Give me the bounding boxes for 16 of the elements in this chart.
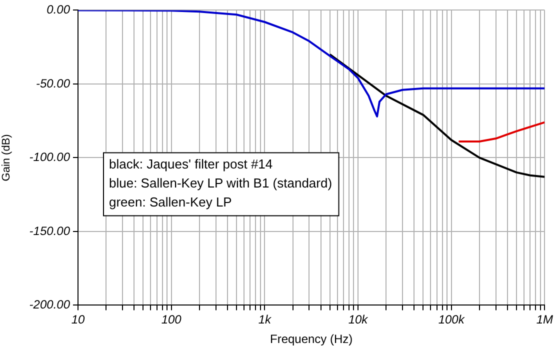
x-tick-label: 1M (536, 312, 554, 327)
annotation: blue: Sallen-Key LP with B1 (standard) (109, 175, 332, 190)
x-tick-label: 100 (161, 312, 182, 327)
y-axis-title: Gain (dB) (0, 134, 13, 182)
y-tick-label: -150.00 (29, 224, 70, 238)
y-tick-label: 0.00 (46, 2, 70, 17)
x-tick-label: 10k (348, 312, 369, 327)
x-tick-label: 1k (258, 312, 272, 327)
annotation: black: Jaques' filter post #14 (109, 156, 273, 172)
x-axis-title: Frequency (Hz) (270, 332, 353, 346)
annotation: green: Sallen-Key LP (109, 194, 232, 210)
y-tick-label: -100.00 (29, 150, 70, 164)
x-tick-label: 100k (438, 312, 466, 327)
y-tick-label: -50.00 (36, 76, 70, 90)
x-tick-label: 10 (71, 312, 85, 327)
y-tick-label: -200.00 (29, 298, 70, 312)
